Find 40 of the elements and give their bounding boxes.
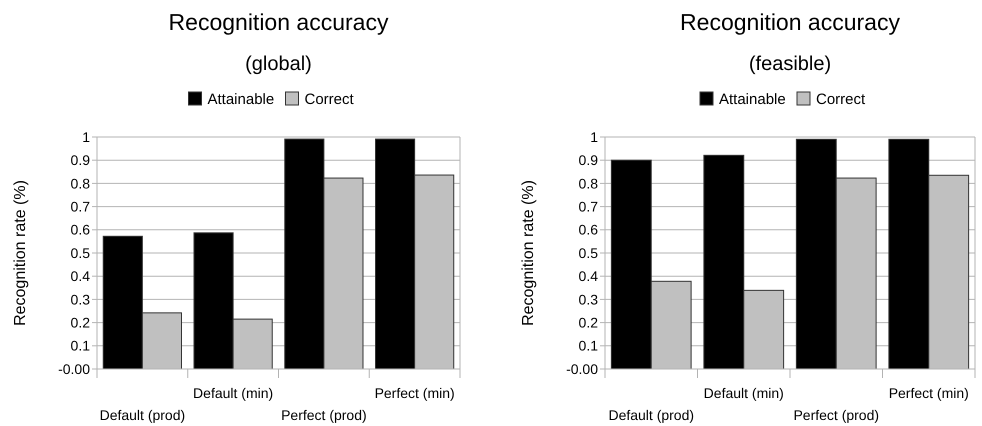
legend-label: Correct — [304, 91, 355, 108]
chart-title: Recognition accuracy — [168, 9, 389, 35]
y-tick-label: 0.8 — [70, 175, 90, 192]
chart-title: Recognition accuracy — [680, 9, 900, 35]
x-tick-label: Perfect (prod) — [281, 407, 367, 423]
x-tick-label: Default (min) — [704, 385, 784, 401]
x-tick-label: Perfect (min) — [374, 385, 455, 401]
y-tick-label: 0.9 — [578, 152, 598, 168]
legend-label: Correct — [816, 91, 866, 108]
y-tick-label: 0.2 — [578, 314, 598, 330]
y-tick-label: 0.7 — [578, 198, 598, 214]
y-tick-label: -0.00 — [566, 360, 598, 377]
x-tick-label: Default (min) — [193, 385, 274, 401]
y-tick-label: 1 — [590, 128, 598, 145]
legend-label: Attainable — [208, 91, 274, 108]
y-tick-label: 1 — [82, 128, 90, 145]
y-tick-label: 0.7 — [70, 198, 90, 214]
y-tick-label: 0.5 — [578, 244, 598, 261]
y-axis-title: Recognition rate (%) — [12, 180, 29, 326]
y-tick-label: 0.8 — [578, 175, 598, 192]
y-tick-label: 0.4 — [70, 268, 90, 284]
y-tick-label: 0.6 — [70, 222, 90, 238]
y-tick-label: 0.2 — [70, 314, 90, 330]
y-axis-title: Recognition rate (%) — [520, 180, 537, 326]
y-tick-label: 0.4 — [578, 268, 598, 284]
y-tick-label: 0.3 — [578, 291, 598, 308]
y-tick-label: 0.6 — [578, 222, 598, 238]
y-tick-label: 0.3 — [70, 291, 90, 308]
x-tick-label: Perfect (min) — [888, 385, 969, 401]
y-tick-label: 0.9 — [70, 152, 90, 168]
y-tick-label: 0.5 — [70, 244, 90, 261]
y-tick-label: 0.1 — [70, 338, 90, 354]
chart-subtitle: (feasible) — [748, 53, 832, 75]
y-tick-label: 0.1 — [578, 338, 598, 354]
x-tick-label: Default (prod) — [608, 407, 694, 423]
x-tick-label: Perfect (prod) — [793, 407, 880, 423]
legend-label: Attainable — [719, 91, 786, 108]
y-tick-label: -0.00 — [58, 360, 90, 377]
x-tick-label: Default (prod) — [100, 407, 186, 423]
chart-subtitle: (global) — [245, 53, 312, 75]
